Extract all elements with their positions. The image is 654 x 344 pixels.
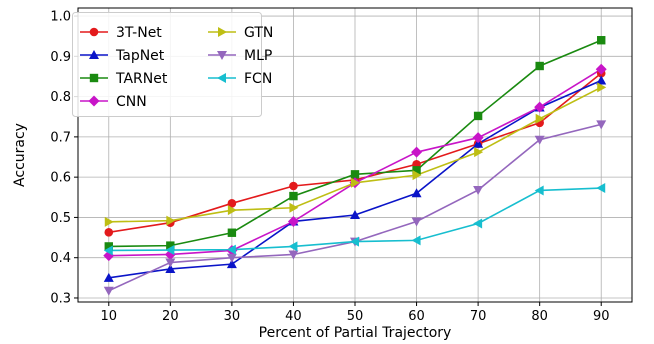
legend-label-cnn: CNN — [116, 94, 147, 110]
data-point-gtn — [104, 216, 114, 227]
y-tick-label: 0.3 — [50, 291, 71, 306]
data-point-fcn — [165, 245, 175, 256]
legend: 3T-Net TapNet TARNet CNN GTN MLP FCN — [72, 12, 273, 117]
data-point-fcn — [473, 218, 483, 229]
data-point-fcn — [596, 183, 606, 194]
data-point-fcn — [226, 244, 236, 255]
data-point-tarnet — [289, 191, 298, 201]
data-point-cnn — [472, 132, 484, 144]
y-tick-label: 0.6 — [50, 171, 71, 186]
x-tick-label: 30 — [224, 309, 241, 324]
data-point-mlp — [103, 286, 114, 296]
data-point-tapnet — [411, 188, 422, 198]
legend-label-gtn: GTN — [244, 25, 273, 41]
data-point-gtn — [166, 215, 176, 226]
data-point-3t-net — [104, 228, 114, 237]
x-axis-ticks: 10 20 30 40 50 60 70 80 90 — [101, 302, 610, 324]
legend-marker-mlp — [217, 51, 227, 60]
x-tick-label: 70 — [470, 309, 487, 324]
data-point-gtn — [597, 82, 607, 93]
data-point-cnn — [595, 63, 607, 75]
y-tick-label: 0.7 — [50, 130, 71, 145]
x-tick-label: 40 — [285, 309, 302, 324]
legend-marker-gtn — [218, 27, 227, 37]
data-point-mlp — [165, 258, 176, 268]
data-point-mlp — [534, 135, 545, 145]
series-markers — [103, 36, 607, 296]
x-tick-label: 90 — [593, 309, 610, 324]
data-point-gtn — [289, 202, 299, 213]
data-point-tapnet — [596, 75, 607, 85]
data-point-mlp — [226, 253, 237, 263]
x-tick-label: 60 — [408, 309, 425, 324]
legend-label-tapnet: TapNet — [115, 48, 165, 64]
x-tick-label: 50 — [347, 309, 364, 324]
x-tick-label: 20 — [162, 309, 179, 324]
data-point-mlp — [596, 120, 607, 130]
data-point-tapnet — [226, 259, 237, 269]
y-tick-label: 0.4 — [50, 251, 71, 266]
data-point-fcn — [350, 236, 359, 247]
legend-label-3t-net: 3T-Net — [116, 25, 162, 41]
data-point-tapnet — [350, 210, 360, 220]
legend-marker-3t-net — [89, 27, 99, 37]
legend-label-mlp: MLP — [244, 48, 272, 64]
data-point-fcn — [411, 235, 421, 246]
data-point-tarnet — [597, 36, 606, 45]
data-point-fcn — [288, 241, 298, 252]
data-point-mlp — [288, 250, 299, 260]
data-point-mlp — [473, 186, 484, 196]
legend-marker-tapnet — [89, 50, 99, 59]
data-point-tarnet — [535, 61, 544, 71]
legend-marker-tarnet — [89, 73, 99, 83]
legend-label-tarnet: TARNet — [115, 71, 168, 87]
data-point-fcn — [534, 185, 544, 196]
data-point-tapnet — [473, 138, 484, 148]
data-point-tarnet — [473, 111, 483, 121]
legend-label-fcn: FCN — [244, 71, 272, 87]
data-point-tarnet — [227, 228, 237, 237]
legend-marker-fcn — [217, 73, 226, 83]
data-point-gtn — [227, 205, 237, 216]
data-point-tapnet — [103, 272, 114, 282]
data-point-3t-net — [289, 181, 298, 191]
data-point-gtn — [474, 147, 484, 158]
data-point-tarnet — [166, 241, 175, 250]
data-point-mlp — [411, 217, 422, 227]
data-point-cnn — [287, 215, 299, 227]
data-point-tarnet — [104, 242, 113, 251]
data-point-tarnet — [412, 166, 421, 175]
legend-box — [72, 12, 262, 117]
data-point-cnn — [534, 101, 546, 113]
data-point-gtn — [412, 170, 422, 181]
y-tick-label: 1.0 — [50, 10, 71, 25]
y-axis-title: Accuracy — [12, 123, 28, 187]
data-point-3t-net — [227, 199, 237, 208]
data-point-cnn — [411, 146, 423, 158]
y-tick-label: 0.5 — [50, 211, 71, 226]
data-point-gtn — [535, 113, 545, 124]
data-point-fcn — [103, 245, 113, 256]
x-axis-title: Percent of Partial Trajectory — [259, 325, 452, 341]
x-tick-label: 10 — [101, 309, 118, 324]
legend-marker-cnn — [88, 95, 100, 107]
data-point-tapnet — [165, 263, 176, 273]
data-point-tarnet — [350, 170, 360, 179]
y-tick-label: 0.8 — [50, 90, 71, 105]
y-tick-label: 0.9 — [50, 50, 71, 65]
data-point-gtn — [351, 177, 360, 188]
x-tick-label: 80 — [531, 309, 548, 324]
